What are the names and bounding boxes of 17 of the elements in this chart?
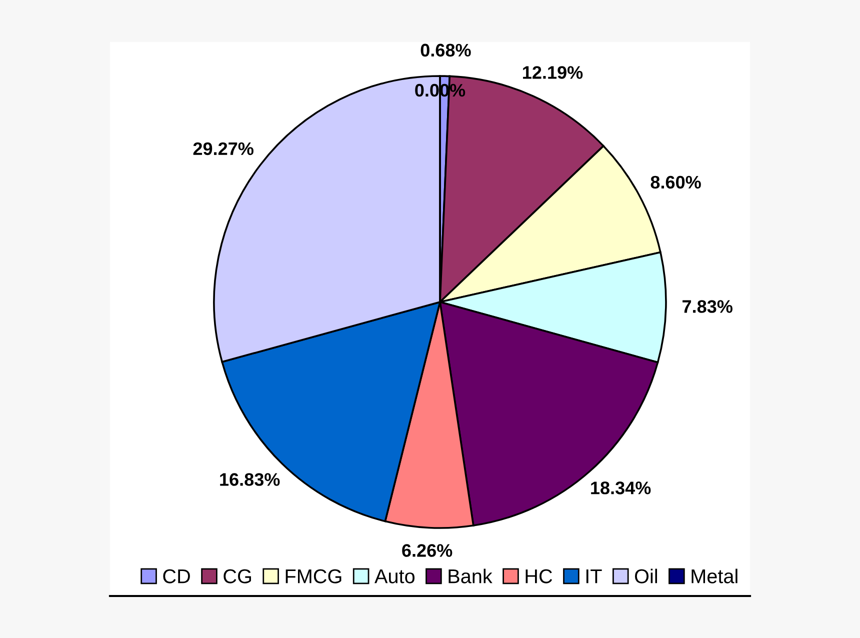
data-label: 7.83%: [682, 300, 732, 313]
data-label: 16.83%: [220, 473, 280, 486]
legend-label: HC: [526, 569, 552, 584]
legend-label: Bank: [448, 568, 492, 584]
legend-label: CG: [224, 569, 251, 584]
legend-label: Auto: [374, 569, 414, 584]
data-label: 12.19%: [523, 66, 583, 79]
data-label: 29.27%: [193, 142, 254, 156]
legend-label: Metal: [692, 568, 738, 584]
legend-label: FMCG: [286, 569, 342, 584]
data-label: 6.26%: [402, 544, 452, 557]
legend-label: Oil: [634, 568, 657, 584]
data-label: 18.34%: [591, 482, 651, 494]
data-label: 0.68%: [420, 44, 471, 57]
legend-label: IT: [586, 569, 602, 584]
data-label: 8.60%: [650, 176, 701, 189]
legend-label: CD: [163, 569, 190, 584]
